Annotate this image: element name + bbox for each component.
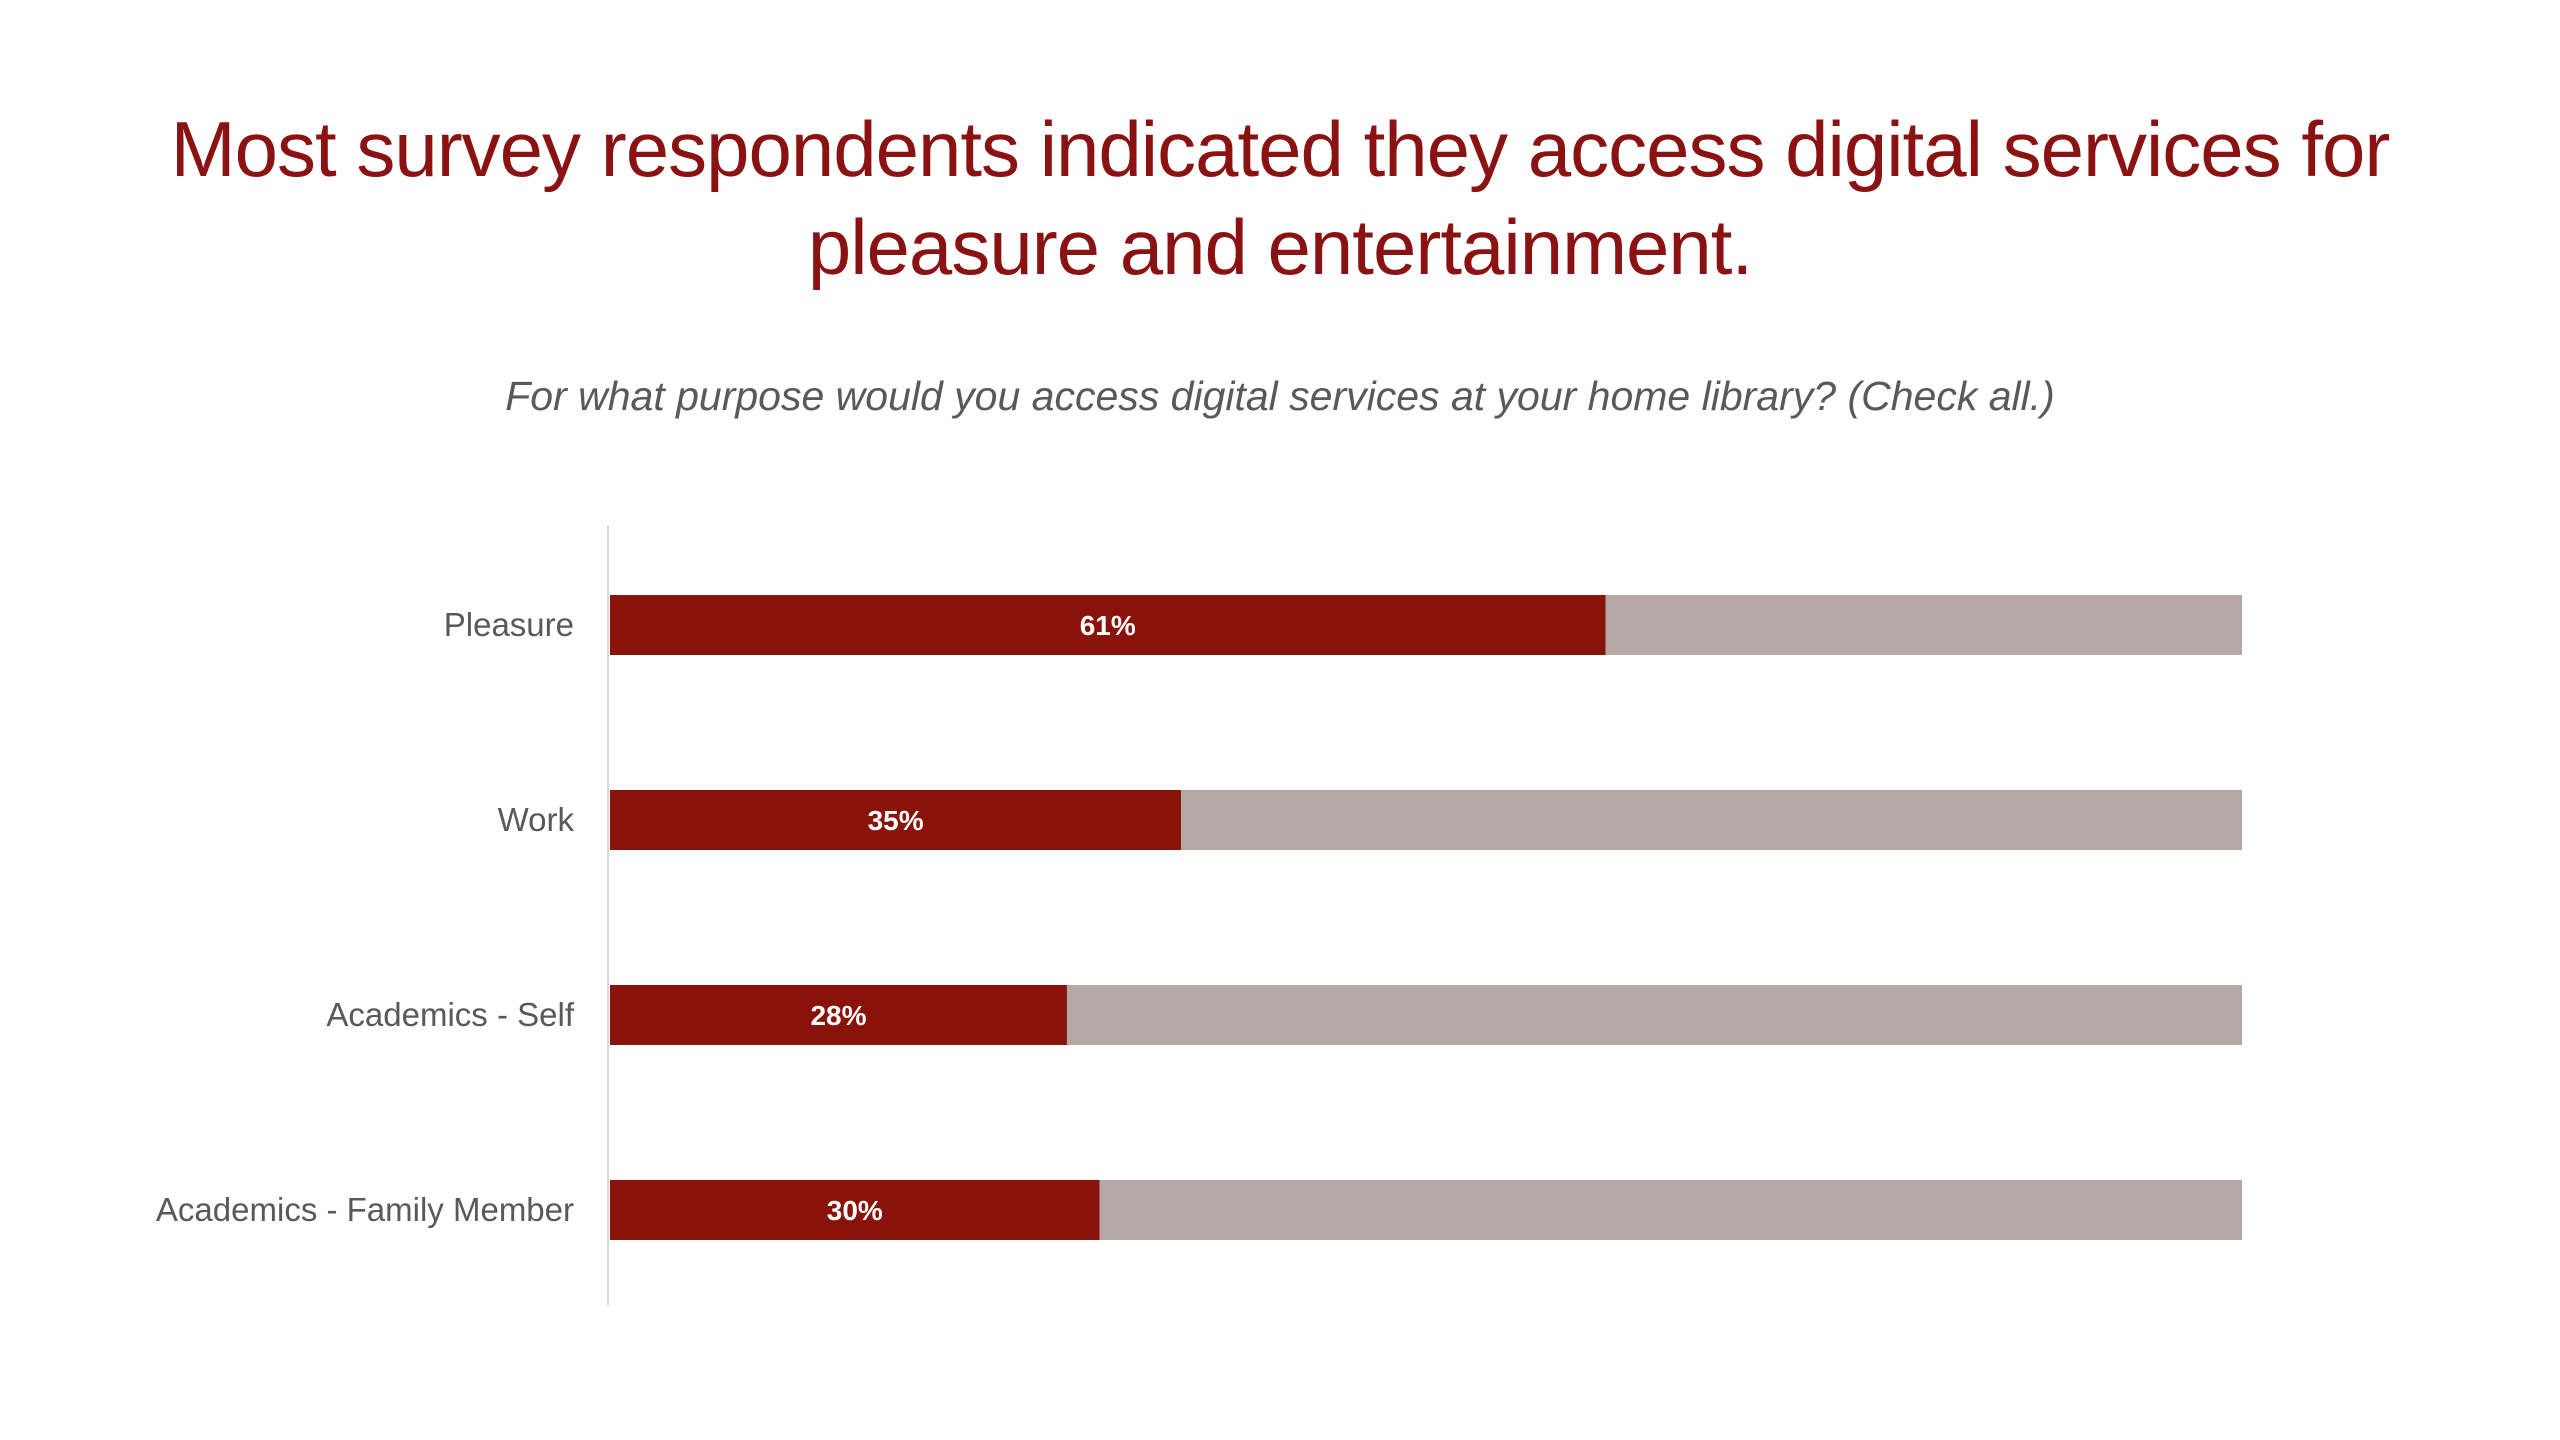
category-label-pleasure: Pleasure bbox=[444, 606, 574, 643]
category-label-academics-self: Academics - Self bbox=[326, 996, 574, 1033]
data-label-work: 35% bbox=[868, 805, 924, 836]
bar-remainder-academics-family-member bbox=[1099, 1180, 2242, 1240]
bar-value-academics-family-member bbox=[610, 1180, 1100, 1240]
bar-remainder-academics-self bbox=[1066, 985, 2242, 1045]
bar-group: Pleasure Work Academics - Self Academics - … bbox=[156, 595, 2242, 1240]
category-label-work: Work bbox=[498, 801, 575, 838]
slide-title: Most survey respondents indicated they a… bbox=[170, 105, 2391, 291]
bar-value-academics-self bbox=[610, 985, 1067, 1045]
bar-remainder-work bbox=[1181, 790, 2242, 850]
data-label-pleasure: 61% bbox=[1080, 610, 1136, 641]
data-label-academics-self: 28% bbox=[810, 1000, 866, 1031]
data-label-academics-family-member: 30% bbox=[827, 1195, 883, 1226]
bar-value-pleasure bbox=[610, 595, 1606, 655]
category-label-academics-family-member: Academics - Family Member bbox=[156, 1191, 574, 1228]
bar-value-work bbox=[610, 790, 1182, 850]
chart-question-subtitle: For what purpose would you access digita… bbox=[505, 373, 2055, 419]
bar-remainder-pleasure bbox=[1605, 595, 2242, 655]
